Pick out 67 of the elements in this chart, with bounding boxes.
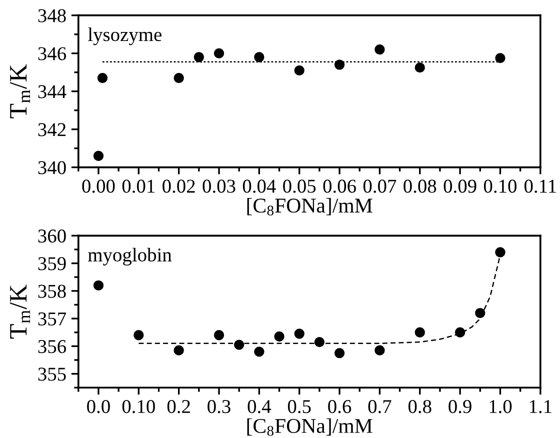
x-tick-label: 0.7 [368,400,392,414]
y-tick-label: 357 [38,312,66,326]
point [374,44,385,55]
x-tick-label: 0.2 [167,400,190,414]
x-tick-label: 0.06 [323,180,356,193]
point [374,345,385,356]
x-tick-label: 1.0 [490,400,512,414]
point [495,247,506,258]
x-tick-label: 0.07 [363,180,396,193]
point [294,65,304,76]
x-tick-label: 0.01 [122,180,155,193]
point [194,52,204,62]
y-tick-label: 346 [38,47,66,60]
x-tick-label: 0.3 [208,400,230,414]
point [294,328,304,339]
x-tick-label: 0.05 [283,180,316,193]
y-tick-label: 344 [38,85,66,98]
x-tick-label: 0.6 [328,400,352,414]
point [314,336,325,348]
x-axis-title: [C$_{8}$FONa]/mM [247,418,372,436]
y-tick-label: 360 [38,229,66,243]
y-axis-title: T$_{m}$/K [10,284,30,339]
y-tick-label: 342 [38,123,66,136]
point [475,308,486,318]
point [414,327,425,338]
y-tick-label: 356 [38,340,66,354]
x-tick-label: 0.10 [122,400,155,414]
x-tick-label: 0.04 [242,180,276,193]
x-tick-label: 0.09 [444,180,476,193]
annotation: myoglobin [88,248,172,266]
x-tick-label: 0.9 [448,400,472,414]
x-tick-label: 0.11 [524,180,556,193]
point [414,62,425,73]
y-tick-label: 355 [38,368,66,381]
point [495,52,506,64]
point [454,327,466,338]
y-tick-label: 358 [38,284,66,298]
y-tick-label: 348 [38,9,66,22]
point [254,346,264,357]
point [274,331,284,342]
x-tick-label: 0.00 [82,180,115,193]
annotation: lysozyme [88,27,162,46]
point [174,345,184,356]
x-tick-label: 0.03 [202,180,236,193]
point [254,52,264,62]
x-tick-label: 0.08 [404,180,436,193]
x-tick-label: 0.0 [87,400,110,414]
x-tick-label: 0.5 [288,400,311,414]
x-tick-label: 0.10 [484,180,516,193]
point [214,330,224,340]
point [334,348,345,358]
x-tick-label: 1.1 [530,400,552,414]
x-tick-label: 0.4 [248,400,272,414]
y-tick-label: 359 [38,257,66,270]
y-axis-title: T$_{m}$/K [10,64,30,118]
point [97,72,108,84]
point [93,280,104,290]
point [214,48,224,58]
point [174,72,184,84]
x-tick-label: 0.8 [408,400,432,414]
point [334,60,345,70]
point [93,150,104,161]
x-tick-label: 0.02 [162,180,195,193]
x-axis-title: [C$_{8}$FONa]/mM [247,198,372,216]
y-tick-label: 340 [38,161,66,174]
point [234,340,244,350]
point [134,330,144,340]
